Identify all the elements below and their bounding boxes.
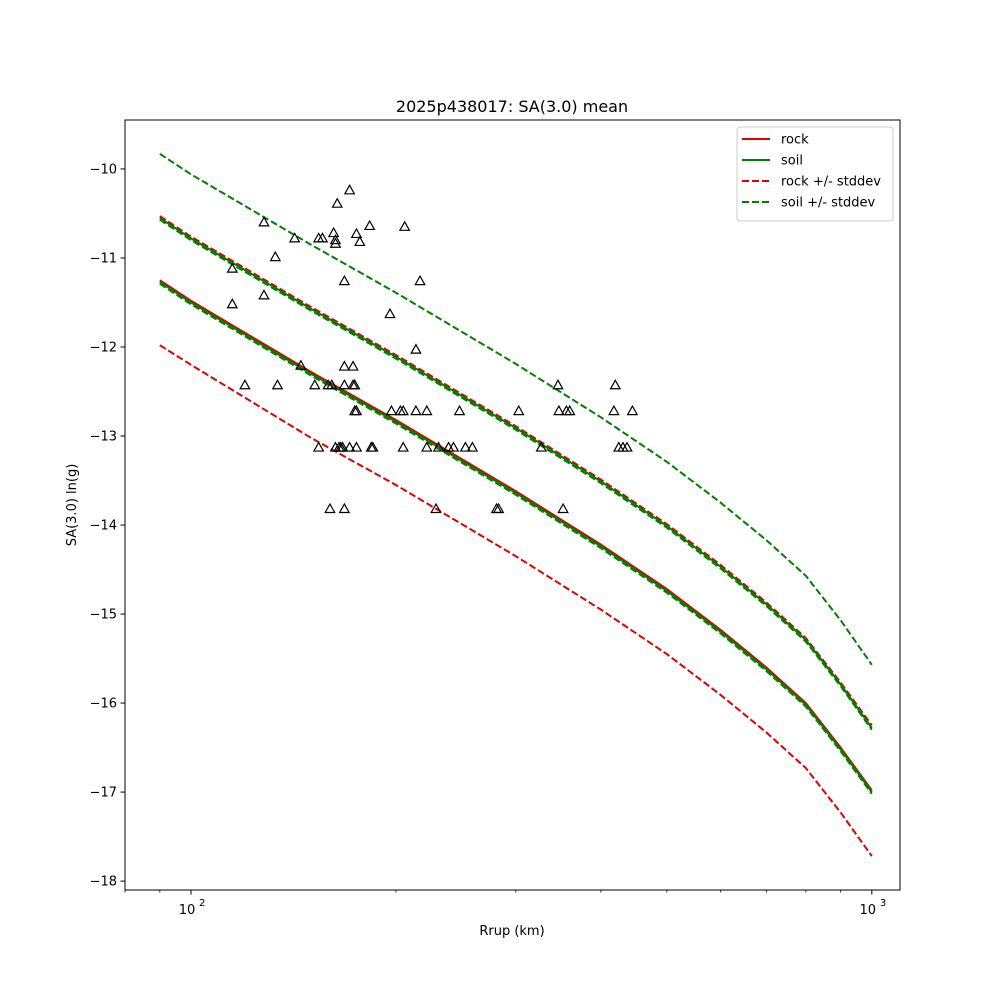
observation-point: [350, 404, 363, 416]
observation-point: [348, 379, 361, 390]
y-tick-label: −15: [90, 608, 117, 623]
observation-point: [338, 502, 351, 514]
observation-point: [316, 232, 329, 243]
series-line-2: [159, 344, 873, 857]
y-tick-label: −10: [90, 162, 117, 177]
series-line-4: [159, 282, 873, 795]
observation-point: [269, 250, 282, 262]
series-line-1: [159, 281, 873, 793]
series-line-6: [159, 218, 873, 731]
series-line-0: [159, 279, 873, 791]
observation-point: [421, 404, 433, 416]
y-axis: −10 −11 −12 −13 −14 −15 −16 −17 −18: [90, 162, 125, 890]
observation-point: [397, 404, 410, 416]
observation-point: [608, 404, 620, 416]
observation-point: [324, 502, 336, 514]
observation-point: [557, 502, 569, 514]
plot-content: [159, 152, 873, 857]
legend-label: soil: [781, 154, 803, 169]
observation-point: [295, 359, 307, 370]
legend-label: soil +/- stddev: [781, 196, 876, 211]
observation-point: [331, 197, 344, 208]
y-tick-label: −17: [90, 786, 117, 801]
observation-point: [338, 274, 351, 286]
observation-point: [226, 262, 239, 273]
observation-point: [329, 233, 342, 245]
observation-point: [312, 441, 325, 452]
observation-point: [410, 404, 422, 416]
observation-point: [271, 379, 284, 390]
observation-point: [384, 307, 396, 319]
series-line-7: [159, 152, 873, 666]
observation-point: [338, 360, 351, 371]
observation-point: [343, 441, 356, 452]
observation-point: [410, 343, 422, 354]
observation-point: [535, 441, 548, 452]
observation-point: [447, 441, 460, 452]
observation-point: [226, 298, 239, 309]
observation-point: [326, 379, 338, 390]
observation-point: [553, 404, 565, 416]
observation-point: [621, 441, 633, 452]
x-tick-label-exponent: 3: [880, 898, 886, 909]
y-tick-label: −11: [90, 251, 117, 266]
x-tick-label: 10: [179, 903, 196, 918]
observation-point: [354, 235, 366, 247]
y-tick-label: −18: [90, 875, 117, 890]
x-axis: 10 2 10 3: [124, 890, 886, 918]
observation-point: [288, 232, 301, 243]
observation-point: [466, 441, 479, 452]
observation-point: [626, 404, 639, 416]
observation-point: [350, 441, 363, 452]
observation-point: [329, 237, 342, 248]
observation-point: [309, 379, 321, 390]
observation-point: [258, 289, 270, 300]
observation-point: [338, 379, 351, 390]
observation-point: [343, 184, 356, 195]
observation-point: [350, 227, 363, 239]
observation-point: [385, 404, 398, 416]
y-tick-label: −16: [90, 697, 117, 712]
observation-point: [552, 379, 564, 390]
y-axis-label: SA(3.0) ln(g): [65, 464, 80, 547]
observation-point: [563, 404, 576, 416]
observation-point: [347, 360, 359, 371]
legend: rock soil rock +/- stddev soil +/- stddev: [736, 126, 894, 222]
observation-point: [459, 441, 472, 452]
observation-point: [432, 441, 445, 452]
observation-point: [258, 216, 270, 227]
observation-point: [421, 441, 433, 452]
observation-point: [397, 441, 410, 452]
legend-label: rock: [781, 133, 809, 148]
legend-label: rock +/- stddev: [781, 175, 881, 190]
observation-point: [398, 220, 411, 231]
observation-point: [609, 379, 622, 390]
x-axis-label: Rrup (km): [479, 924, 544, 939]
observation-point: [453, 404, 466, 416]
chart-title: 2025p438017: SA(3.0) mean: [396, 97, 628, 116]
series-line-5: [159, 217, 873, 729]
observation-point: [414, 274, 426, 286]
observation-point: [239, 379, 251, 390]
legend-box: [736, 126, 894, 222]
series-line-3: [159, 215, 873, 726]
observation-point: [363, 219, 376, 231]
observation-point: [336, 441, 349, 452]
y-tick-label: −12: [90, 340, 117, 355]
y-tick-label: −13: [90, 430, 117, 445]
plot-frame: [124, 119, 901, 891]
observation-point: [430, 502, 442, 514]
observation-point: [367, 441, 379, 452]
observation-point: [492, 502, 505, 514]
x-tick-label-exponent: 2: [199, 898, 205, 909]
x-tick-label: 10: [860, 903, 877, 918]
observation-point: [327, 226, 340, 238]
observation-point: [512, 404, 525, 416]
y-tick-label: −14: [90, 519, 117, 534]
